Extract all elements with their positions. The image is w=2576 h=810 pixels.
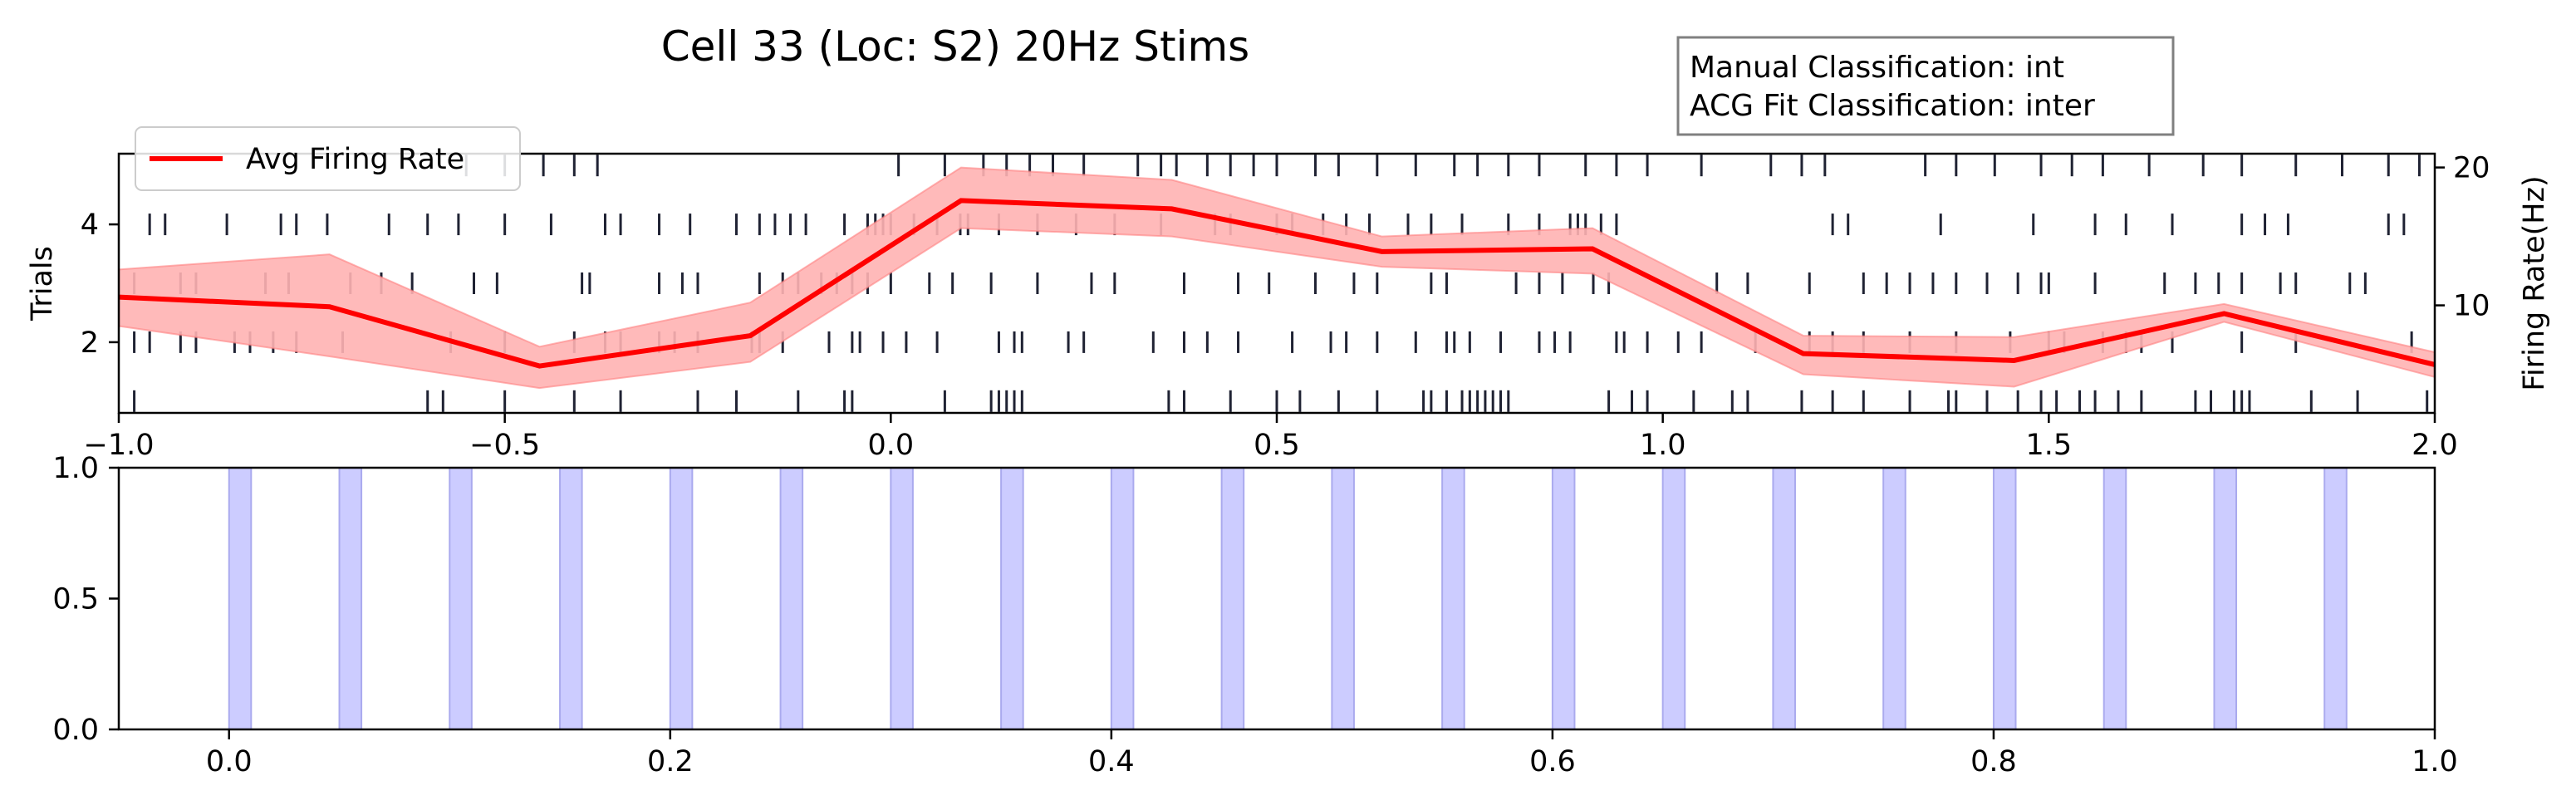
stimulus-window xyxy=(228,467,253,730)
stimulus-window xyxy=(890,467,914,730)
y2-tick-label: 10 xyxy=(2453,290,2490,323)
stimulus-window xyxy=(1661,467,1686,730)
y-tick-label: 0.0 xyxy=(52,714,99,747)
firing-rate-line xyxy=(118,198,2436,369)
x-tick-label: 0.8 xyxy=(1970,745,2017,778)
stimulus-window xyxy=(559,467,583,730)
stimulus-window xyxy=(1992,467,2017,730)
stimulus-window xyxy=(1110,467,1135,730)
stimulus-window xyxy=(1331,467,1355,730)
x-tick-label: 0.4 xyxy=(1088,745,1135,778)
legend-label: Avg Firing Rate xyxy=(246,143,464,176)
x-tick-label: 0.6 xyxy=(1529,745,1576,778)
y2-axis-label: Firing Rate(Hz) xyxy=(2518,175,2551,390)
legend: Avg Firing Rate xyxy=(135,126,521,191)
y-tick-label: 2 xyxy=(81,326,99,360)
classification-annotation: Manual Classification: int ACG Fit Class… xyxy=(1676,36,2175,136)
stimulus-windows xyxy=(228,467,2348,730)
chart-title: Cell 33 (Loc: S2) 20Hz Stims xyxy=(661,22,1249,71)
stimulus-window xyxy=(669,467,694,730)
top-y2-axis: 10 20 xyxy=(2435,152,2490,323)
x-tick-label: −1.0 xyxy=(84,429,155,462)
stimulus-window xyxy=(2103,467,2127,730)
x-tick-label: 0.5 xyxy=(1254,429,1300,462)
acg-classification-text: ACG Fit Classification: inter xyxy=(1690,89,2095,123)
y-tick-label: 4 xyxy=(81,209,99,242)
top-x-axis: −1.0 −0.5 0.0 0.5 1.0 1.5 2.0 xyxy=(84,413,2458,462)
manual-classification-text: Manual Classification: int xyxy=(1690,51,2064,85)
y2-tick-label: 20 xyxy=(2453,152,2490,185)
top-y-axis: 24 xyxy=(81,209,119,360)
stimulus-window xyxy=(2213,467,2238,730)
bottom-y-axis: 0.0 0.5 1.0 xyxy=(52,452,119,747)
firing-rate-confidence-band xyxy=(118,166,2436,390)
stimulus-window xyxy=(1441,467,1465,730)
y-tick-label: 0.5 xyxy=(52,583,99,616)
x-tick-label: 0.0 xyxy=(206,745,253,778)
annotation-box xyxy=(1676,36,2175,136)
stimulus-window xyxy=(1772,467,1796,730)
x-tick-label: 2.0 xyxy=(2412,429,2458,462)
x-tick-label: −0.5 xyxy=(469,429,540,462)
stimulus-window xyxy=(1882,467,1906,730)
x-tick-label: 1.5 xyxy=(2025,429,2072,462)
stimulus-window xyxy=(1220,467,1245,730)
stimulus-window xyxy=(2323,467,2348,730)
x-tick-label: 0.2 xyxy=(647,745,694,778)
x-tick-label: 1.0 xyxy=(1640,429,1686,462)
stimulus-window xyxy=(1000,467,1024,730)
stimulus-panel: 0.0 0.2 0.4 0.6 0.8 1.0 0.0 0.5 1.0 xyxy=(52,452,2458,778)
stimulus-window xyxy=(449,467,473,730)
legend-box xyxy=(135,126,521,191)
stimulus-window xyxy=(1551,467,1576,730)
stimulus-window xyxy=(779,467,804,730)
y-tick-label: 1.0 xyxy=(52,452,99,485)
x-tick-label: 1.0 xyxy=(2412,745,2458,778)
stimulus-window xyxy=(338,467,363,730)
bottom-x-axis: 0.0 0.2 0.4 0.6 0.8 1.0 xyxy=(206,729,2458,778)
y-axis-label: Trials xyxy=(26,246,59,322)
x-tick-label: 0.0 xyxy=(867,429,914,462)
